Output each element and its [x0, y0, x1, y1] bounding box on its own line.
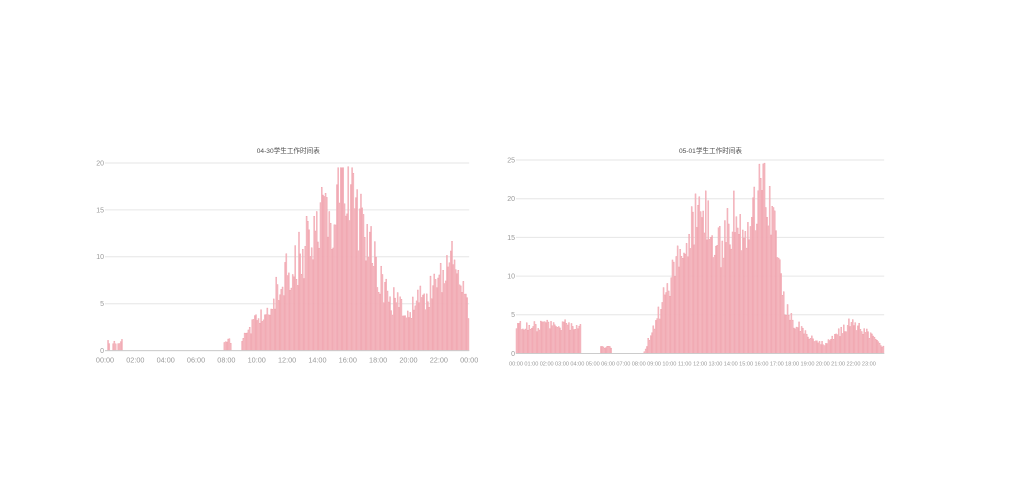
svg-text:11:00: 11:00 — [678, 361, 692, 367]
svg-text:04:00: 04:00 — [571, 361, 585, 367]
svg-text:16:00: 16:00 — [339, 355, 357, 364]
svg-text:20: 20 — [508, 196, 516, 203]
svg-text:25: 25 — [508, 157, 516, 164]
svg-text:13:00: 13:00 — [709, 361, 723, 367]
svg-text:14:00: 14:00 — [724, 361, 738, 367]
svg-text:03:00: 03:00 — [555, 361, 569, 367]
svg-text:17:00: 17:00 — [770, 361, 784, 367]
svg-text:20:00: 20:00 — [816, 361, 830, 367]
svg-text:18:00: 18:00 — [786, 361, 800, 367]
svg-text:05:00: 05:00 — [586, 361, 600, 367]
svg-text:0: 0 — [100, 348, 104, 355]
svg-text:18:00: 18:00 — [369, 355, 387, 364]
svg-text:0: 0 — [512, 351, 516, 358]
svg-text:00:00: 00:00 — [509, 361, 523, 367]
svg-text:12:00: 12:00 — [278, 355, 296, 364]
svg-text:14:00: 14:00 — [309, 355, 327, 364]
svg-text:22:00: 22:00 — [430, 355, 448, 364]
svg-text:08:00: 08:00 — [632, 361, 646, 367]
svg-text:22:00: 22:00 — [847, 361, 861, 367]
svg-text:00:00: 00:00 — [460, 355, 478, 364]
svg-text:20:00: 20:00 — [400, 355, 418, 364]
svg-text:10:00: 10:00 — [248, 355, 266, 364]
svg-text:5: 5 — [100, 301, 104, 308]
svg-text:12:00: 12:00 — [694, 361, 708, 367]
svg-text:02:00: 02:00 — [126, 355, 144, 364]
svg-text:06:00: 06:00 — [187, 355, 205, 364]
svg-text:10: 10 — [96, 254, 104, 261]
svg-text:15: 15 — [508, 235, 516, 242]
svg-text:06:00: 06:00 — [601, 361, 615, 367]
svg-text:21:00: 21:00 — [832, 361, 846, 367]
svg-text:02:00: 02:00 — [540, 361, 554, 367]
svg-text:07:00: 07:00 — [617, 361, 631, 367]
svg-text:08:00: 08:00 — [217, 355, 235, 364]
svg-text:01:00: 01:00 — [525, 361, 539, 367]
svg-text:15: 15 — [96, 207, 104, 214]
svg-text:10: 10 — [508, 273, 516, 280]
svg-text:20: 20 — [96, 160, 104, 167]
svg-text:10:00: 10:00 — [663, 361, 677, 367]
svg-text:23:00: 23:00 — [862, 361, 876, 367]
svg-text:04:00: 04:00 — [157, 355, 175, 364]
svg-text:15:00: 15:00 — [740, 361, 754, 367]
svg-text:16:00: 16:00 — [755, 361, 769, 367]
svg-text:5: 5 — [512, 312, 516, 319]
svg-text:00:00: 00:00 — [96, 355, 114, 364]
svg-text:09:00: 09:00 — [647, 361, 661, 367]
svg-text:19:00: 19:00 — [801, 361, 815, 367]
